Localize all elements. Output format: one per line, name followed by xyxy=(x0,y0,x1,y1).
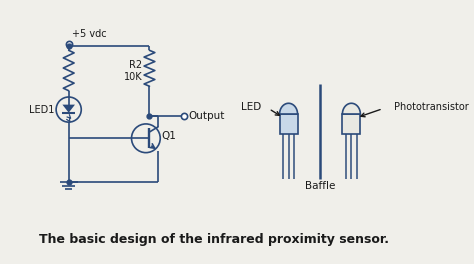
Polygon shape xyxy=(280,103,298,114)
Text: LED: LED xyxy=(241,102,262,112)
Bar xyxy=(280,114,298,134)
Text: The basic design of the infrared proximity sensor.: The basic design of the infrared proximi… xyxy=(39,233,389,246)
Text: Baffle: Baffle xyxy=(305,181,335,191)
Text: R2
10K: R2 10K xyxy=(124,60,142,82)
Polygon shape xyxy=(63,105,75,113)
Text: LED1: LED1 xyxy=(29,105,55,115)
Text: Phototransistor: Phototransistor xyxy=(394,102,469,112)
Text: Q1: Q1 xyxy=(161,131,176,141)
Bar xyxy=(342,114,360,134)
Polygon shape xyxy=(342,103,360,114)
Text: +5 vdc: +5 vdc xyxy=(73,29,107,39)
Text: Output: Output xyxy=(188,111,224,121)
